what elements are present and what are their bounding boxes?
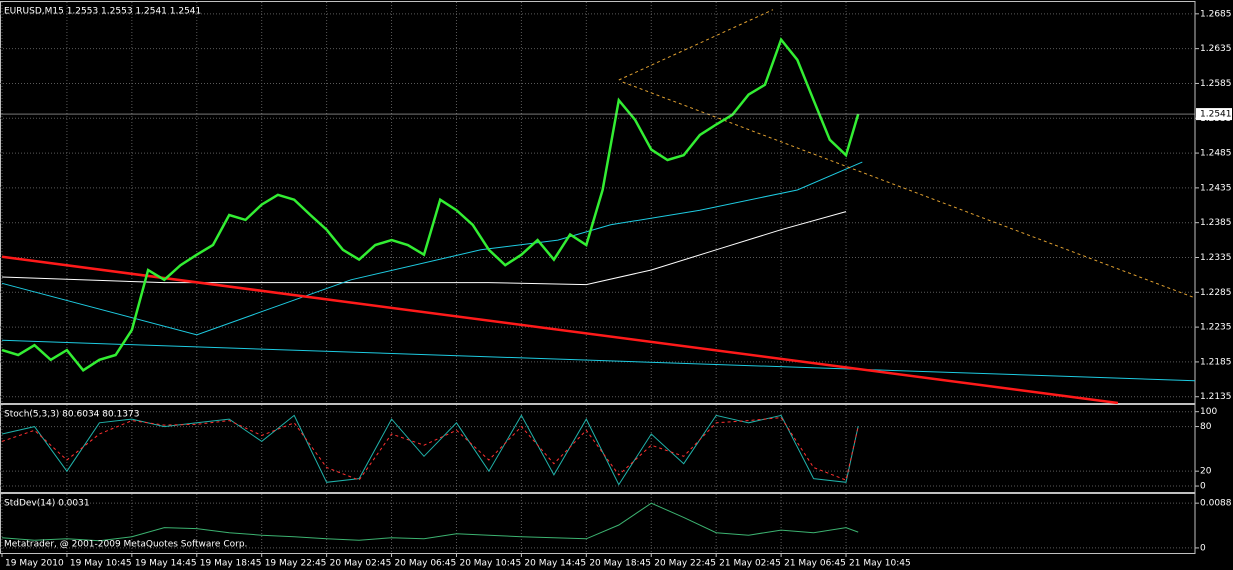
y-tick-label: 20	[1200, 467, 1212, 477]
current-price-box	[1196, 108, 1232, 121]
panel-frame	[0, 1, 1196, 404]
series-line	[1, 339, 1196, 382]
y-tick-label: 1.2385	[1200, 218, 1232, 228]
y-tick-label: 100	[1200, 407, 1217, 417]
x-tick-label: 19 May 22:45	[265, 559, 327, 569]
y-tick-label: 1.2185	[1200, 357, 1232, 367]
x-tick-label: 19 May 18:45	[200, 559, 262, 569]
y-tick-label: 0	[1200, 543, 1206, 553]
x-tick-label: 20 May 06:45	[395, 559, 457, 569]
x-tick-label: 20 May 10:45	[459, 559, 521, 569]
panel-frame	[0, 493, 1196, 554]
y-tick-label: 1.2435	[1200, 183, 1232, 193]
series-line	[1, 417, 859, 481]
y-tick-label: 0	[1200, 482, 1206, 492]
y-tick-label: 1.2285	[1200, 288, 1232, 298]
y-tick-label: 1.2585	[1200, 79, 1232, 89]
x-tick-label: 21 May 10:45	[849, 559, 911, 569]
x-tick-label: 20 May 14:45	[524, 559, 586, 569]
y-tick-label: 1.2135	[1200, 392, 1232, 402]
y-tick-label: 1.2235	[1200, 323, 1232, 333]
series-line	[1, 161, 863, 336]
panel-frame	[0, 404, 1196, 493]
series-line	[1, 255, 1119, 405]
panel-title: Stoch(5,3,3) 80.6034 80.1373	[4, 410, 139, 420]
panel-title: StdDev(14) 0.0031	[4, 499, 90, 509]
current-price-label: 1.2541	[1200, 110, 1232, 120]
x-tick-label: 20 May 02:45	[330, 559, 392, 569]
x-tick-label: 21 May 02:45	[719, 559, 781, 569]
series-line	[1, 37, 860, 372]
y-tick-label: 80	[1200, 422, 1212, 432]
y-tick-label: 1.2635	[1200, 44, 1232, 54]
x-tick-label: 19 May 10:45	[70, 559, 132, 569]
y-tick-label: 1.2685	[1200, 9, 1232, 19]
x-tick-label: 19 May 14:45	[135, 559, 197, 569]
series-line	[618, 9, 774, 81]
series-line	[1, 414, 859, 486]
y-tick-label: 0.0088	[1200, 499, 1232, 509]
x-tick-label: 19 May 2010	[5, 559, 64, 569]
series-line	[1, 502, 859, 542]
x-tick-label: 20 May 18:45	[589, 559, 651, 569]
series-line	[1, 211, 847, 286]
panel-title: EURUSD,M15 1.2553 1.2553 1.2541 1.2541	[4, 7, 201, 17]
y-tick-label: 1.2335	[1200, 253, 1232, 263]
x-tick-label: 20 May 22:45	[654, 559, 716, 569]
watermark: Metatrader, @ 2001-2009 MetaQuotes Softw…	[4, 540, 247, 550]
x-tick-label: 21 May 06:45	[784, 559, 846, 569]
y-tick-label: 1.2485	[1200, 149, 1232, 159]
